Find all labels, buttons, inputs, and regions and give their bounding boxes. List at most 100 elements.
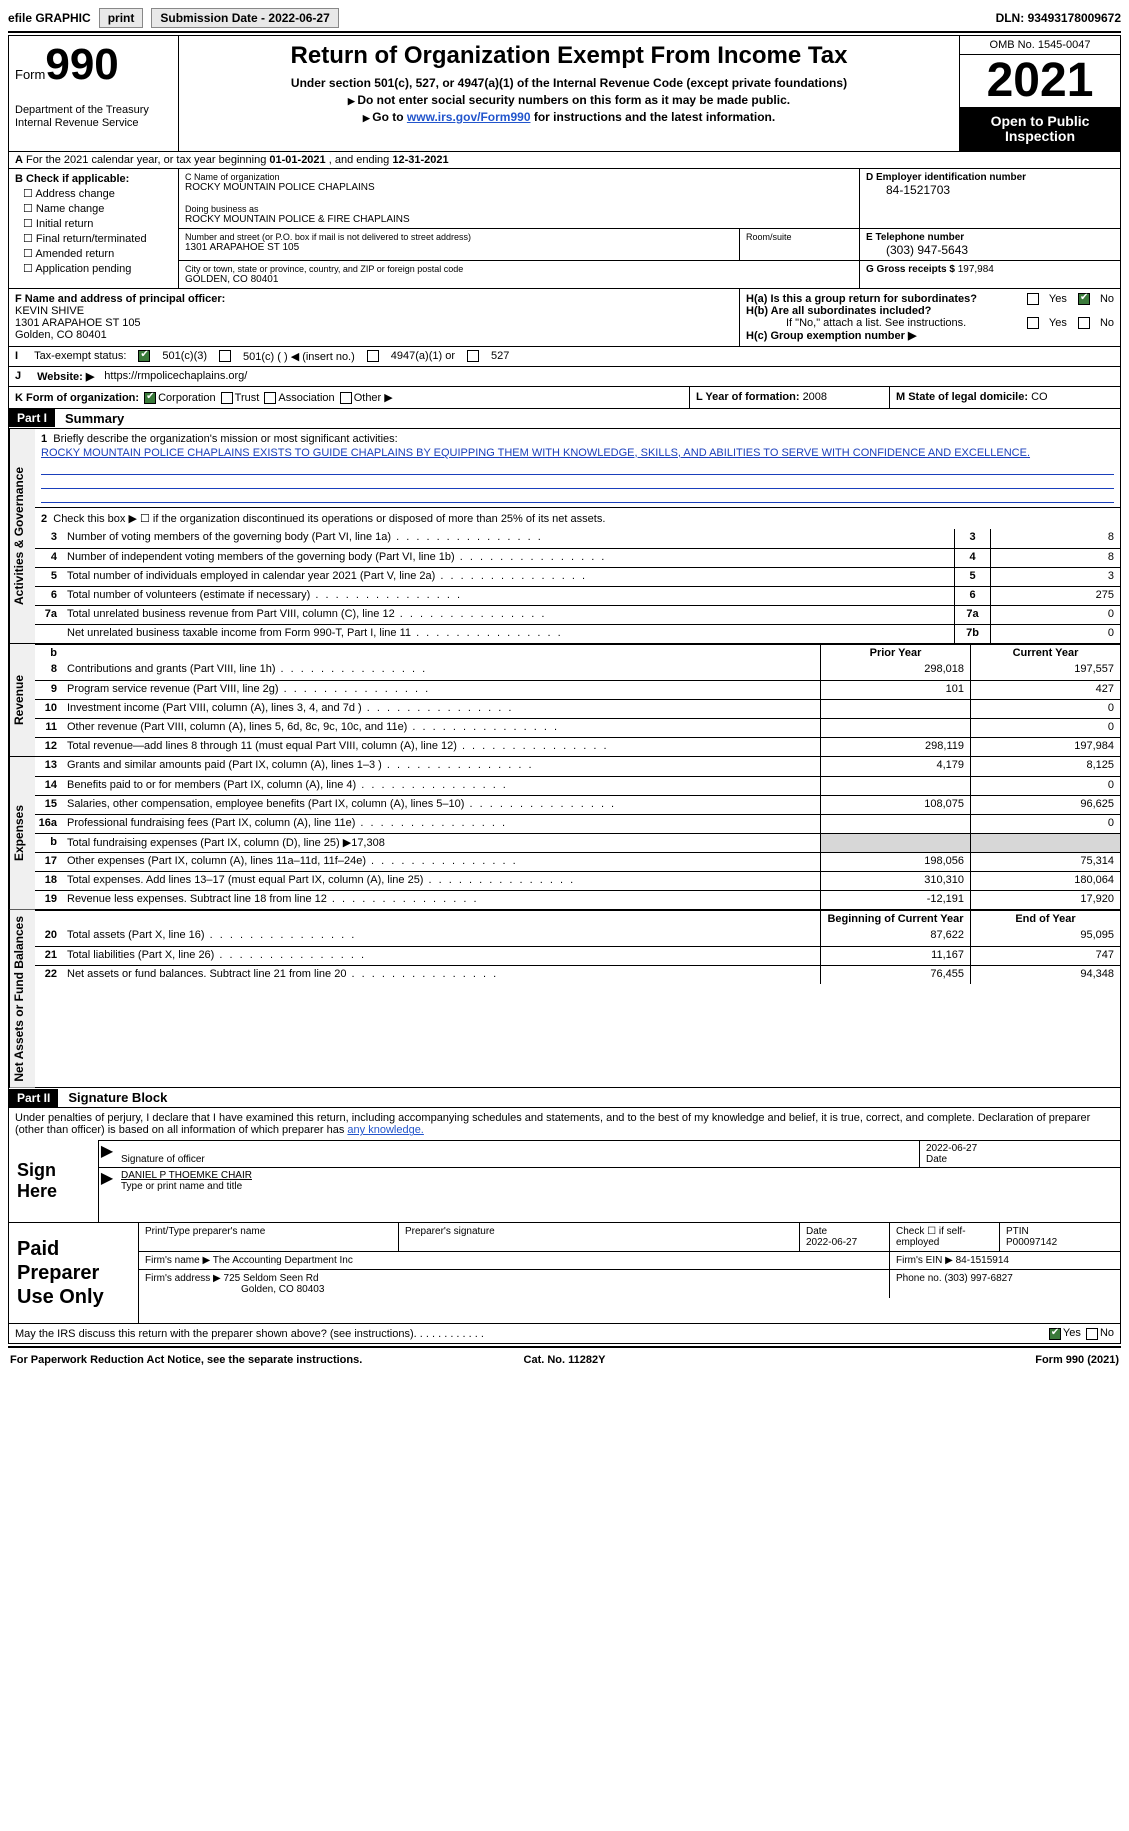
k-trust[interactable] [221, 392, 233, 404]
prep-firm: Firm's name ▶ The Accounting Department … [139, 1252, 890, 1269]
dln: DLN: 93493178009672 [996, 11, 1121, 25]
section-fh: F Name and address of principal officer:… [8, 289, 1121, 347]
row-klm: K Form of organization: Corporation Trus… [8, 387, 1121, 409]
line-1: 1 Briefly describe the organization's mi… [35, 429, 1120, 507]
table-row: 18Total expenses. Add lines 13–17 (must … [35, 871, 1120, 890]
prep-ptin: PTINP00097142 [1000, 1223, 1120, 1251]
footer: For Paperwork Reduction Act Notice, see … [8, 1350, 1121, 1370]
topbar: efile GRAPHIC print Submission Date - 20… [8, 8, 1121, 28]
discuss-no[interactable] [1086, 1328, 1098, 1340]
ha-no[interactable] [1078, 293, 1090, 305]
vtab-governance: Activities & Governance [9, 429, 35, 643]
k-assoc[interactable] [264, 392, 276, 404]
declaration: Under penalties of perjury, I declare th… [9, 1108, 1120, 1140]
prep-phone: Phone no. (303) 997-6827 [890, 1270, 1120, 1298]
revenue-header: b Prior Year Current Year [35, 644, 1120, 661]
table-row: 4Number of independent voting members of… [35, 548, 1120, 567]
box-m: M State of legal domicile: CO [890, 387, 1120, 408]
efile-label: efile GRAPHIC [8, 11, 91, 25]
box-k: K Form of organization: Corporation Trus… [9, 387, 690, 408]
row-j: J Website: ▶ https://rmpolicechaplains.o… [8, 367, 1121, 387]
i-501c[interactable] [219, 350, 231, 362]
chk-initial[interactable]: Initial return [23, 217, 172, 230]
table-row: 8Contributions and grants (Part VIII, li… [35, 661, 1120, 680]
table-row: 13Grants and similar amounts paid (Part … [35, 757, 1120, 776]
prep-date: Date2022-06-27 [800, 1223, 890, 1251]
signature-block: Under penalties of perjury, I declare th… [8, 1108, 1121, 1223]
table-row: 12Total revenue—add lines 8 through 11 (… [35, 737, 1120, 756]
paid-preparer-label: Paid Preparer Use Only [9, 1223, 139, 1323]
department: Department of the Treasury Internal Reve… [15, 104, 172, 130]
box-b: B Check if applicable: Address change Na… [9, 169, 179, 288]
box-h: H(a) Is this a group return for subordin… [740, 289, 1120, 346]
signature-field[interactable]: Signature of officer [115, 1141, 920, 1167]
prep-ein: Firm's EIN ▶ 84-1515914 [890, 1252, 1120, 1269]
chk-final[interactable]: Final return/terminated [23, 232, 172, 245]
arrow-icon: ▶ [99, 1168, 115, 1194]
chk-pending[interactable]: Application pending [23, 262, 172, 275]
box-f: F Name and address of principal officer:… [9, 289, 740, 346]
i-501c3[interactable] [138, 350, 150, 362]
box-c-room: Room/suite [740, 229, 860, 260]
paid-preparer: Paid Preparer Use Only Print/Type prepar… [8, 1223, 1121, 1324]
table-row: 6Total number of volunteers (estimate if… [35, 586, 1120, 605]
header-left: Form990 Department of the Treasury Inter… [9, 36, 179, 151]
table-row: 5Total number of individuals employed in… [35, 567, 1120, 586]
prep-addr: Firm's address ▶ 725 Seldom Seen RdGolde… [139, 1270, 890, 1298]
omb-number: OMB No. 1545-0047 [960, 36, 1120, 55]
chk-name[interactable]: Name change [23, 202, 172, 215]
section-governance: Activities & Governance 1 Briefly descri… [8, 429, 1121, 644]
print-button[interactable]: print [99, 8, 144, 28]
line-2: 2 Check this box ▶ ☐ if the organization… [35, 507, 1120, 529]
sign-here-label: Sign Here [9, 1140, 99, 1222]
box-c-city: City or town, state or province, country… [179, 261, 860, 288]
table-row: 16aProfessional fundraising fees (Part I… [35, 814, 1120, 833]
box-c-name: C Name of organization ROCKY MOUNTAIN PO… [179, 169, 860, 228]
box-d: D Employer identification number 84-1521… [860, 169, 1120, 228]
discuss-yes[interactable] [1049, 1328, 1061, 1340]
vtab-revenue: Revenue [9, 644, 35, 756]
section-bcdeg: B Check if applicable: Address change Na… [8, 169, 1121, 289]
form-header: Form990 Department of the Treasury Inter… [8, 35, 1121, 152]
table-row: 11Other revenue (Part VIII, column (A), … [35, 718, 1120, 737]
hb-yes[interactable] [1027, 317, 1039, 329]
tax-year: 2021 [960, 55, 1120, 108]
i-4947[interactable] [367, 350, 379, 362]
k-other[interactable] [340, 392, 352, 404]
irs-discuss-row: May the IRS discuss this return with the… [8, 1324, 1121, 1343]
chk-amended[interactable]: Amended return [23, 247, 172, 260]
arrow-icon: ▶ [99, 1141, 115, 1167]
form-title: Return of Organization Exempt From Incom… [187, 42, 951, 70]
vtab-netassets: Net Assets or Fund Balances [9, 910, 35, 1088]
officer-name: DANIEL P THOEMKE CHAIRType or print name… [115, 1168, 1120, 1194]
section-expenses: Expenses 13Grants and similar amounts pa… [8, 757, 1121, 910]
prep-sig-hdr: Preparer's signature [399, 1223, 800, 1251]
k-corp[interactable] [144, 392, 156, 404]
vtab-expenses: Expenses [9, 757, 35, 909]
signature-date: 2022-06-27Date [920, 1141, 1120, 1167]
open-to-public: Open to Public Inspection [960, 108, 1120, 151]
prep-self-employed: Check ☐ if self-employed [890, 1223, 1000, 1251]
chk-address[interactable]: Address change [23, 187, 172, 200]
table-row: bTotal fundraising expenses (Part IX, co… [35, 833, 1120, 852]
ha-yes[interactable] [1027, 293, 1039, 305]
box-e: E Telephone number (303) 947-5643 [860, 229, 1120, 260]
table-row: 20Total assets (Part X, line 16)87,62295… [35, 927, 1120, 946]
table-row: 3Number of voting members of the governi… [35, 529, 1120, 548]
subtitle-1: Under section 501(c), 527, or 4947(a)(1)… [187, 76, 951, 90]
hb-no[interactable] [1078, 317, 1090, 329]
box-cde: C Name of organization ROCKY MOUNTAIN PO… [179, 169, 1120, 288]
header-mid: Return of Organization Exempt From Incom… [179, 36, 960, 151]
irs-link[interactable]: www.irs.gov/Form990 [407, 110, 531, 124]
box-g: G Gross receipts $ 197,984 [860, 261, 1120, 288]
section-netassets: Net Assets or Fund Balances Beginning of… [8, 910, 1121, 1089]
row-a: A For the 2021 calendar year, or tax yea… [8, 152, 1121, 169]
box-c-street: Number and street (or P.O. box if mail i… [179, 229, 740, 260]
part1-header: Part I Summary [8, 409, 1121, 429]
i-527[interactable] [467, 350, 479, 362]
box-l: L Year of formation: 2008 [690, 387, 890, 408]
table-row: Net unrelated business taxable income fr… [35, 624, 1120, 643]
subtitle-3: Go to www.irs.gov/Form990 for instructio… [187, 110, 951, 124]
table-row: 17Other expenses (Part IX, column (A), l… [35, 852, 1120, 871]
section-revenue: Revenue b Prior Year Current Year 8Contr… [8, 644, 1121, 757]
